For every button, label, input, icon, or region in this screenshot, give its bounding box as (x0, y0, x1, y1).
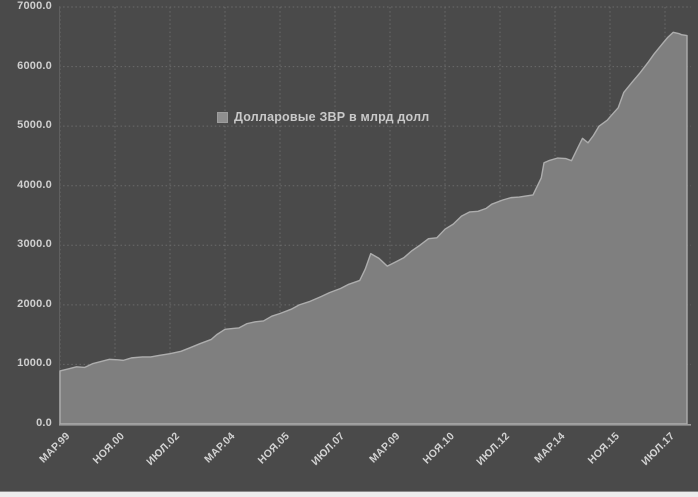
area-series (59, 31, 688, 425)
y-axis-tick-label: 0.0 (36, 417, 52, 429)
y-axis-tick-label: 3000.0 (17, 238, 52, 251)
y-axis-tick-label: 2000.0 (17, 297, 52, 310)
y-axis-tick-label: 7000.0 (17, 0, 52, 12)
legend-marker (217, 111, 228, 123)
legend: Долларовые ЗВР в млрд долл (217, 110, 429, 124)
y-axis-tick-label: 1000.0 (17, 357, 52, 370)
y-axis-tick-label: 6000.0 (17, 59, 52, 72)
legend-label: Долларовые ЗВР в млрд долл (234, 110, 430, 124)
bottom-border-strip (0, 491, 698, 497)
y-axis-tick-label: 5000.0 (17, 119, 52, 132)
y-axis-tick-label: 4000.0 (17, 178, 52, 191)
